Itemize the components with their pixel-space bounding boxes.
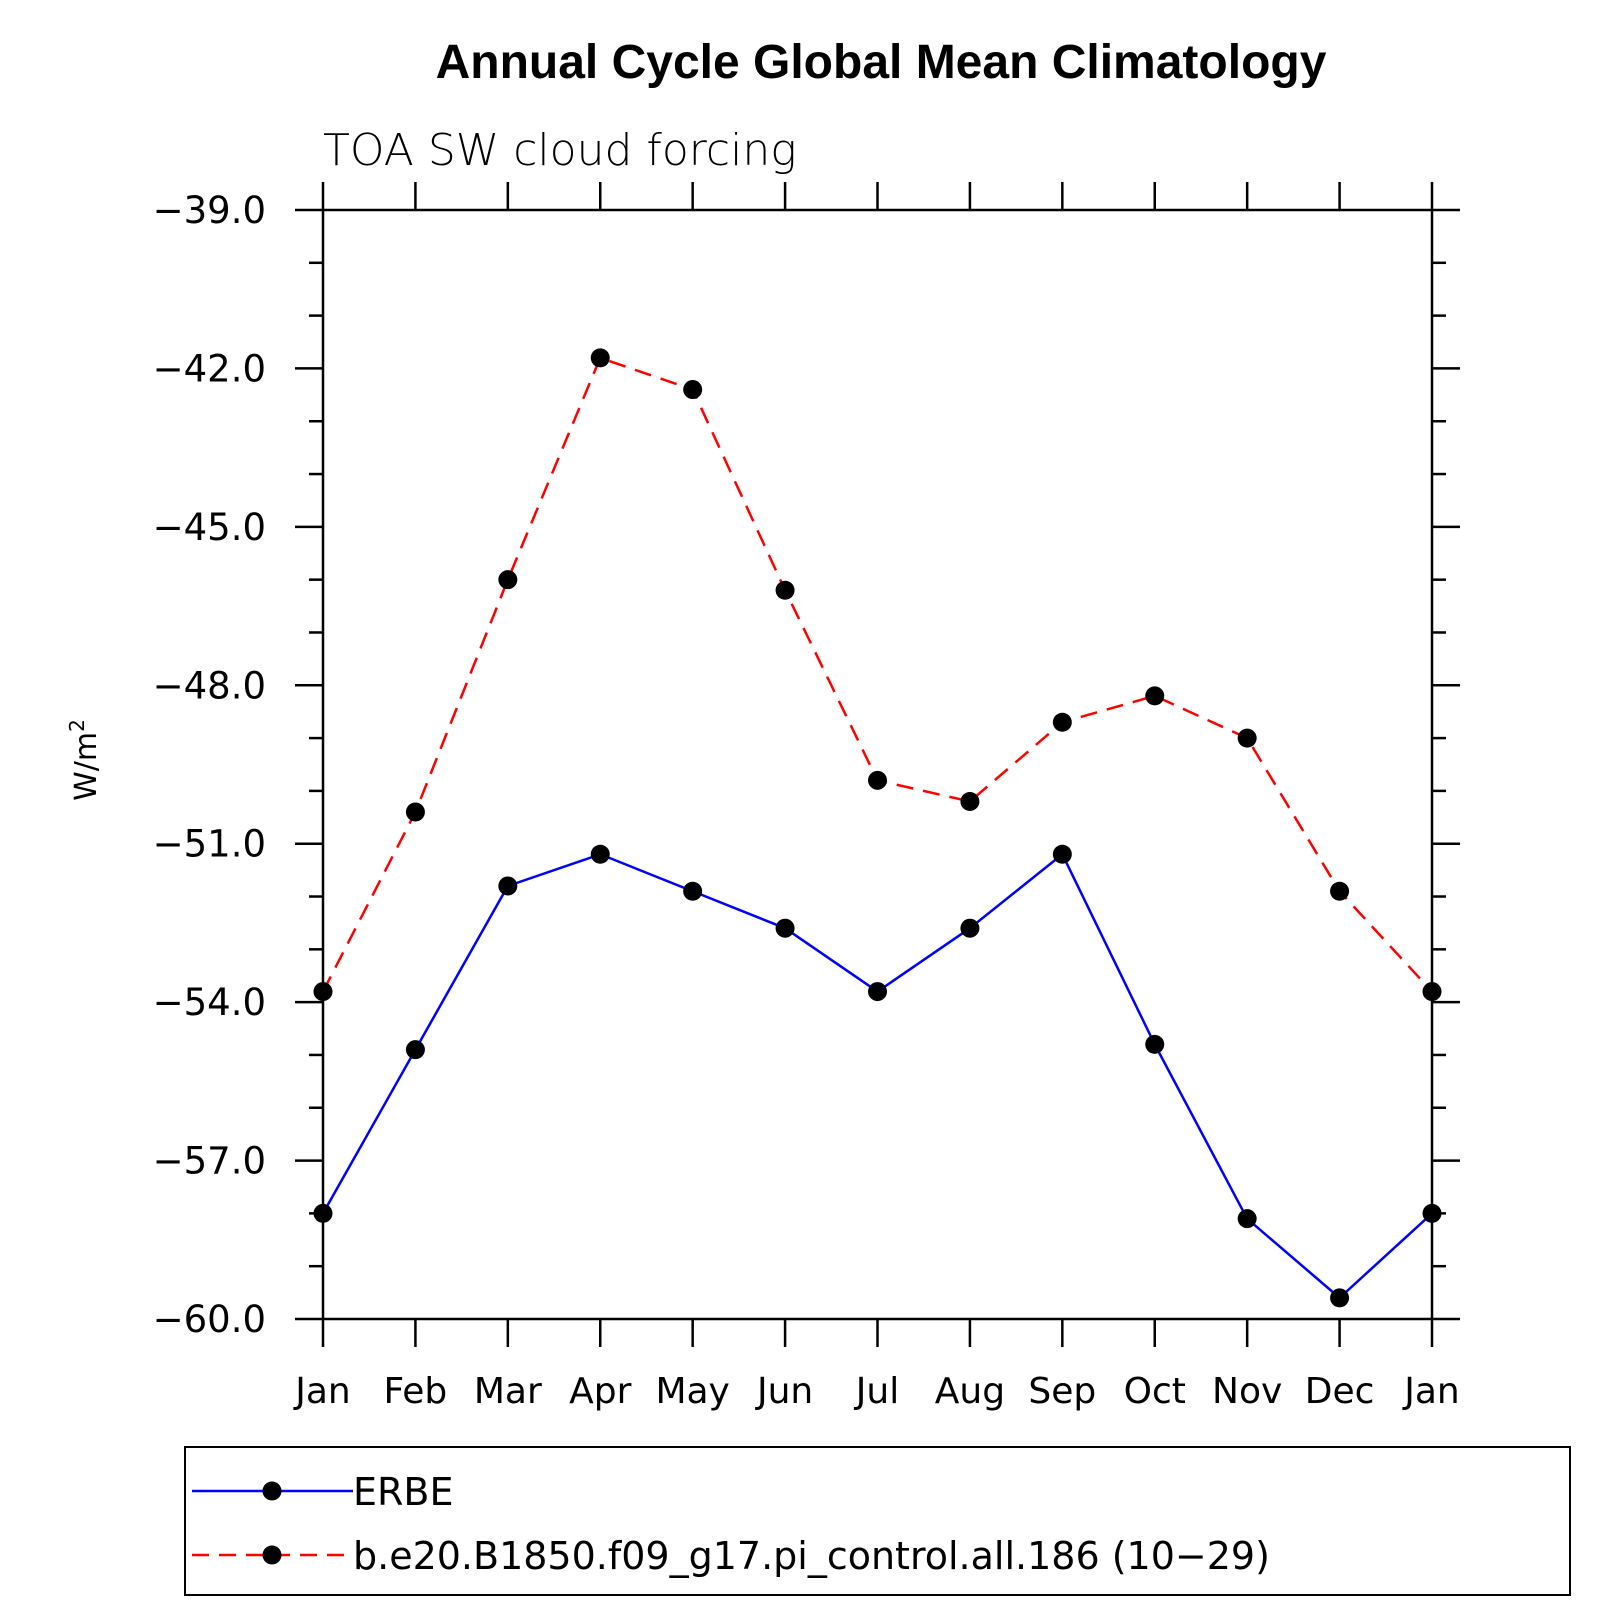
y-tick-label: −54.0	[153, 981, 266, 1024]
data-point	[590, 844, 610, 864]
data-point	[1330, 881, 1350, 901]
data-point	[1145, 1034, 1165, 1054]
y-tick-label: −57.0	[153, 1140, 266, 1183]
x-tick-label: Sep	[1028, 1371, 1096, 1412]
data-point	[1052, 712, 1072, 732]
y-tick-label: −51.0	[153, 823, 266, 866]
x-tick-label: Dec	[1305, 1371, 1375, 1412]
svg-text:W/m2: W/m2	[65, 719, 104, 801]
x-tick-label: Feb	[384, 1371, 448, 1412]
legend-label-erbe: ERBE	[353, 1470, 454, 1514]
y-axis: −39.0 −42.0 −45.0 −48.0 −51.0 −54.0 −57.0 −60.0	[153, 189, 1460, 1341]
x-tick-label: Oct	[1124, 1371, 1186, 1412]
data-point	[1145, 686, 1165, 706]
chart-subtitle: TOA SW cloud forcing	[323, 125, 797, 176]
legend: ERBE b.e20.B1850.f09_g17.pi_control.all.…	[184, 1446, 1571, 1596]
data-point	[960, 791, 980, 811]
series-line	[321, 853, 1433, 1300]
data-point	[868, 770, 887, 790]
data-point	[1330, 1288, 1350, 1308]
data-point	[313, 982, 333, 1002]
data-point	[405, 1040, 425, 1060]
x-tick-label: Jul	[854, 1371, 899, 1412]
chart-title: Annual Cycle Global Mean Climatology	[436, 36, 1327, 89]
data-point	[775, 918, 795, 938]
data-point	[683, 380, 703, 400]
series-layer	[313, 348, 1442, 1308]
y-tick-label: −42.0	[153, 347, 266, 390]
x-tick-label: Jan	[293, 1371, 351, 1412]
data-point	[1052, 844, 1072, 864]
series-1	[313, 348, 1442, 1002]
y-tick-label: −60.0	[153, 1298, 266, 1341]
data-point	[775, 580, 795, 600]
plot-frame	[321, 208, 1434, 1321]
y-axis-label-superscript: 2	[65, 719, 89, 732]
x-tick-label: Mar	[474, 1371, 542, 1412]
legend-marker-model	[262, 1545, 282, 1565]
legend-label-model: b.e20.B1850.f09_g17.pi_control.all.186 (…	[353, 1534, 1270, 1578]
y-tick-label: −39.0	[153, 189, 266, 232]
data-point	[1422, 1203, 1442, 1223]
plot-area	[321, 208, 1434, 1321]
y-axis-label: W/m2	[65, 719, 104, 801]
y-tick-label: −48.0	[153, 664, 266, 707]
x-tick-label: Jun	[755, 1371, 813, 1412]
data-point	[498, 570, 518, 590]
data-point	[1237, 1209, 1257, 1229]
data-point	[498, 876, 518, 896]
x-tick-label: Nov	[1212, 1371, 1282, 1412]
legend-marker-erbe	[262, 1481, 282, 1501]
x-tick-label: Aug	[935, 1371, 1005, 1412]
y-tick-label: −45.0	[153, 506, 266, 549]
x-tick-label: Apr	[569, 1371, 631, 1412]
x-axis: Jan Feb Mar Apr May Jun Jul Aug Sep Oct Nov Dec Jan	[293, 182, 1460, 1412]
x-tick-label: Jan	[1402, 1371, 1460, 1412]
legend-box	[184, 1446, 1571, 1596]
data-point	[405, 802, 425, 822]
y-axis-label-text: W/m	[69, 732, 104, 801]
series-0	[313, 844, 1442, 1308]
x-tick-label: May	[655, 1371, 729, 1412]
data-point	[590, 348, 610, 368]
data-point	[683, 881, 703, 901]
series-line	[321, 356, 1433, 993]
data-point	[868, 982, 887, 1002]
data-point	[1237, 728, 1257, 748]
data-point	[313, 1203, 333, 1223]
data-point	[960, 918, 980, 938]
data-point	[1422, 982, 1442, 1002]
